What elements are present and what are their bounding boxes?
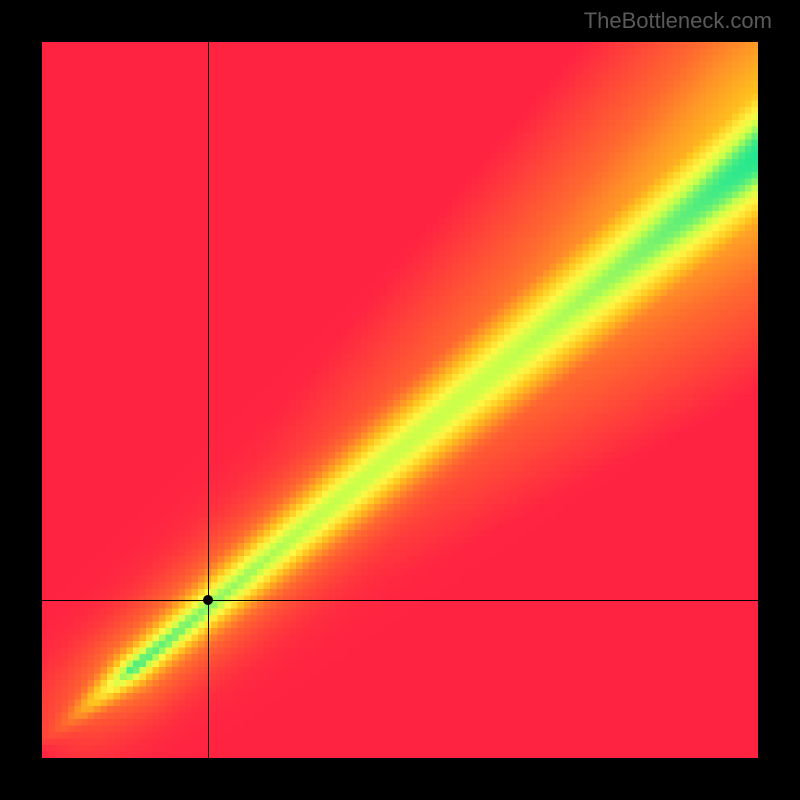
watermark-text: TheBottleneck.com — [584, 8, 772, 34]
crosshair-vertical-line — [208, 42, 209, 758]
heatmap-plot-area — [42, 42, 758, 758]
crosshair-horizontal-line — [42, 600, 758, 601]
crosshair-marker-dot — [203, 595, 213, 605]
heatmap-canvas — [42, 42, 758, 758]
